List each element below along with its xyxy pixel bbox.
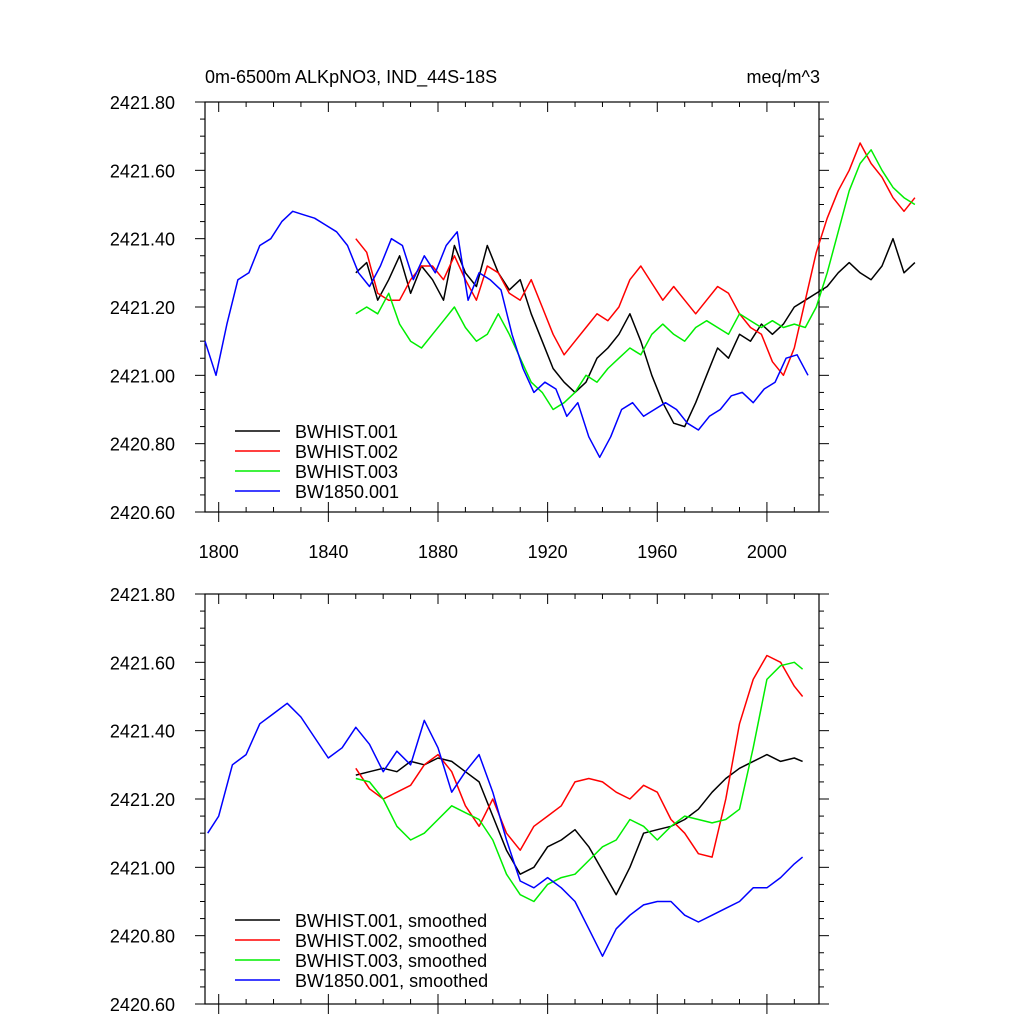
top-panel: 1800 1840 1880 1920 1960 2000 2420.60 2420.80 24… xyxy=(110,93,916,562)
y-tick-label: 2421.40 xyxy=(110,722,175,742)
legend-label: BWHIST.001, smoothed xyxy=(295,911,487,931)
legend-label: BWHIST.003, smoothed xyxy=(295,951,487,971)
y-tick-label: 2421.60 xyxy=(110,161,175,181)
series-line-bwhist-001 xyxy=(355,753,803,896)
y-tick-label: 2421.00 xyxy=(110,858,175,878)
chart-title-left: 0m-6500m ALKpNO3, IND_44S-18S xyxy=(205,67,497,88)
series-line-bwhist-003 xyxy=(355,661,804,903)
y-tick-label: 2421.60 xyxy=(110,653,175,673)
x-tick-label: 2000 xyxy=(747,542,787,562)
legend-label: BWHIST.002 xyxy=(295,442,398,462)
series-line-bwhist-003 xyxy=(355,149,916,411)
bottom-panel: 2420.60 2420.80 2421.00 2421.20 2421.40 2421.… xyxy=(110,585,829,1015)
legend-label: BW1850.001 xyxy=(295,482,399,502)
x-tick-label: 1880 xyxy=(418,542,458,562)
series-line-bw1850-001 xyxy=(207,702,804,957)
y-tick-label: 2420.60 xyxy=(110,503,175,523)
y-tick-label: 2420.80 xyxy=(110,435,175,455)
legend-label: BWHIST.003 xyxy=(295,462,398,482)
x-tick-label: 1800 xyxy=(199,542,239,562)
y-tick-label: 2421.20 xyxy=(110,298,175,318)
y-tick-label: 2421.00 xyxy=(110,366,175,386)
y-tick-label: 2420.80 xyxy=(110,927,175,947)
y-tick-label: 2421.80 xyxy=(110,585,175,605)
legend-label: BW1850.001, smoothed xyxy=(295,971,488,991)
x-tick-label: 1960 xyxy=(637,542,677,562)
chart-title-right: meq/m^3 xyxy=(747,67,820,87)
series-line-bw1850-001 xyxy=(204,210,809,459)
series-line-bwhist-002 xyxy=(355,654,804,858)
x-tick-label: 1920 xyxy=(528,542,568,562)
y-tick-label: 2421.40 xyxy=(110,230,175,250)
legend-label: BWHIST.002, smoothed xyxy=(295,931,487,951)
legend-label: BWHIST.001 xyxy=(295,422,398,442)
x-tick-label: 1840 xyxy=(308,542,348,562)
y-tick-label: 2420.60 xyxy=(110,995,175,1015)
y-tick-label: 2421.80 xyxy=(110,93,175,113)
y-tick-label: 2421.20 xyxy=(110,790,175,810)
series-line-bwhist-001 xyxy=(355,237,916,428)
series-line-bwhist-002 xyxy=(355,142,916,377)
